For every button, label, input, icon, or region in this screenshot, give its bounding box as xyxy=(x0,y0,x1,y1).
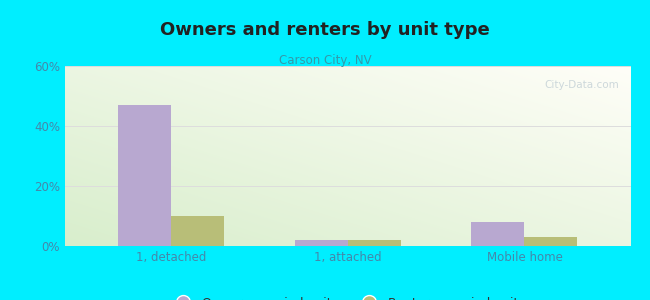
Bar xyxy=(294,240,348,246)
Text: Carson City, NV: Carson City, NV xyxy=(279,54,371,67)
Text: Owners and renters by unit type: Owners and renters by unit type xyxy=(160,21,490,39)
Bar xyxy=(348,240,401,246)
Text: City-Data.com: City-Data.com xyxy=(545,80,619,90)
Legend: Owner occupied units, Renter occupied units: Owner occupied units, Renter occupied un… xyxy=(166,292,530,300)
Bar xyxy=(171,216,224,246)
Bar xyxy=(525,237,577,246)
Bar xyxy=(118,105,171,246)
Bar xyxy=(471,222,525,246)
